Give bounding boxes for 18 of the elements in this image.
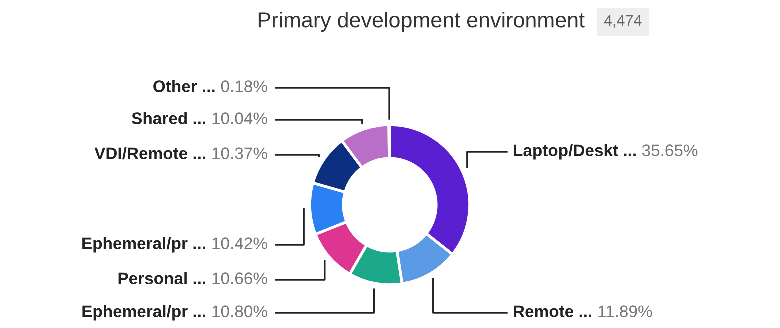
text: 4,474 (604, 15, 642, 28)
slice-label: VDI/Remote ... (94, 147, 206, 160)
data-label: 35.65% (642, 144, 698, 156)
data-label: 10.66% (212, 272, 268, 284)
data-label: 10.42% (212, 238, 268, 250)
chart-title: Primary development environment (258, 12, 585, 32)
data-label: 10.37% (212, 148, 268, 160)
slice-label: Laptop/Deskt ... (514, 144, 636, 160)
data-label: 10.80% (212, 306, 268, 318)
slice-label: Personal ... (118, 272, 206, 284)
slice-label: Shared ... (132, 112, 206, 124)
data-label: 11.89% (598, 306, 652, 318)
data-label: 0.18% (221, 80, 268, 92)
slice-label: Other ... (154, 80, 215, 92)
data-label: 10.04% (212, 112, 268, 124)
slice-label: Remote ... (514, 306, 592, 318)
slice-label: Ephemeral/pr ... (82, 305, 206, 321)
slice-label: Ephemeral/pr ... (82, 237, 206, 253)
